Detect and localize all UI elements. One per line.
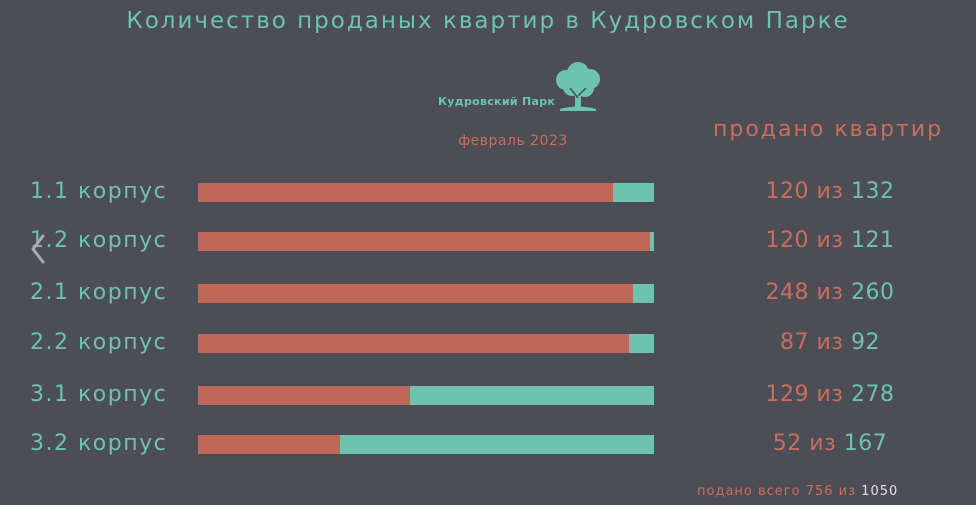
total-value: 92 (851, 330, 880, 355)
bar-total (198, 334, 654, 353)
footer-total: 1050 (861, 484, 899, 499)
total-value: 278 (851, 382, 895, 407)
bar-sold (198, 232, 651, 251)
total-value: 121 (851, 228, 895, 253)
bar-total (198, 386, 654, 405)
bar-total (198, 435, 654, 454)
chevron-left-icon[interactable] (28, 232, 48, 266)
value-label: 129 из 278 (700, 380, 960, 410)
separator-text: из (816, 280, 851, 305)
total-value: 260 (851, 280, 895, 305)
category-label: 1.2 корпус (30, 228, 168, 253)
category-label: 3.2 корпус (30, 431, 168, 456)
value-label: 52 из 167 (700, 429, 960, 459)
sold-value: 52 (772, 431, 802, 456)
bar-total (198, 183, 654, 202)
value-label: 120 из 121 (700, 226, 960, 256)
bar-sold (198, 334, 630, 353)
category-label: 3.1 корпус (30, 382, 168, 407)
separator-text: из (816, 330, 851, 355)
bar-total (198, 232, 654, 251)
sold-value: 120 (765, 228, 809, 253)
bar-sold (198, 284, 633, 303)
logo: Кудровский Парк (438, 62, 613, 117)
value-label: 120 из 132 (700, 177, 960, 207)
bar-sold (198, 435, 340, 454)
footer-text: подано всего 756 из (697, 484, 857, 499)
separator-text: из (809, 431, 844, 456)
category-label: 2.2 корпус (30, 330, 168, 355)
logo-text: Кудровский Парк (438, 95, 556, 108)
chart-row: 2.1 корпус 248 из 260 (0, 278, 976, 308)
sold-value: 120 (765, 179, 809, 204)
category-label: 2.1 корпус (30, 280, 168, 305)
chart-title: Количество проданых квартир в Кудровском… (126, 8, 850, 34)
category-label: 1.1 корпус (30, 179, 168, 204)
chart-row: 3.2 корпус 52 из 167 (0, 429, 976, 459)
bar-sold (198, 386, 410, 405)
column-header: продано квартир (713, 117, 944, 142)
bar-total (198, 284, 654, 303)
footer-summary: подано всего 756 из 1050 (697, 484, 898, 499)
sold-value: 87 (780, 330, 809, 355)
tree-icon (556, 62, 600, 111)
value-label: 87 из 92 (700, 328, 960, 358)
value-label: 248 из 260 (700, 278, 960, 308)
chart-row: 1.1 корпус 120 из 132 (0, 177, 976, 207)
sold-value: 129 (765, 382, 809, 407)
total-value: 132 (851, 179, 895, 204)
total-value: 167 (843, 431, 888, 456)
bar-sold (198, 183, 613, 202)
chart-row: 2.2 корпус 87 из 92 (0, 328, 976, 358)
sold-value: 248 (765, 280, 809, 305)
chart-row: 3.1 корпус 129 из 278 (0, 380, 976, 410)
chart-row: 1.2 корпус 120 из 121 (0, 226, 976, 256)
separator-text: из (816, 228, 851, 253)
separator-text: из (816, 382, 851, 407)
separator-text: из (816, 179, 851, 204)
subtitle: февраль 2023 (458, 133, 568, 149)
